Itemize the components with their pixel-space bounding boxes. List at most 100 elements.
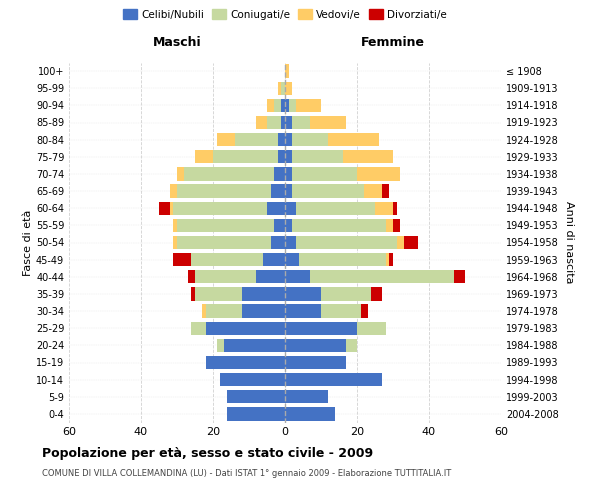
Bar <box>357 322 386 335</box>
Bar <box>206 356 285 369</box>
Bar <box>321 287 371 300</box>
Bar <box>206 304 242 318</box>
Bar <box>191 253 263 266</box>
Bar <box>191 287 195 300</box>
Bar <box>285 202 296 215</box>
Bar <box>195 287 242 300</box>
Bar <box>285 304 321 318</box>
Bar <box>382 184 389 198</box>
Text: COMUNE DI VILLA COLLEMANDINA (LU) - Dati ISTAT 1° gennaio 2009 - Elaborazione TU: COMUNE DI VILLA COLLEMANDINA (LU) - Dati… <box>42 469 451 478</box>
Bar <box>285 356 346 369</box>
Bar <box>289 98 296 112</box>
Bar <box>299 253 386 266</box>
Bar <box>285 407 335 420</box>
Bar <box>235 133 278 146</box>
Bar <box>386 253 389 266</box>
Bar <box>195 270 256 283</box>
Bar <box>285 133 292 146</box>
Bar <box>263 253 285 266</box>
Bar <box>285 373 382 386</box>
Bar <box>242 287 285 300</box>
Bar <box>227 407 285 420</box>
Bar <box>177 184 271 198</box>
Bar <box>393 218 400 232</box>
Bar <box>285 270 310 283</box>
Bar <box>285 184 292 198</box>
Bar <box>389 253 393 266</box>
Bar <box>159 202 170 215</box>
Bar <box>285 322 357 335</box>
Y-axis label: Fasce di età: Fasce di età <box>23 210 33 276</box>
Bar <box>454 270 465 283</box>
Bar <box>195 150 213 164</box>
Bar <box>227 390 285 404</box>
Bar <box>346 338 357 352</box>
Bar <box>296 98 321 112</box>
Bar <box>177 167 184 180</box>
Bar <box>256 116 267 129</box>
Bar <box>170 202 173 215</box>
Bar <box>278 82 281 95</box>
Bar <box>224 338 285 352</box>
Bar <box>242 304 285 318</box>
Bar <box>274 98 281 112</box>
Bar <box>191 322 206 335</box>
Text: Maschi: Maschi <box>152 36 202 49</box>
Bar <box>371 287 382 300</box>
Bar <box>292 133 328 146</box>
Bar <box>267 202 285 215</box>
Bar <box>184 167 274 180</box>
Bar <box>321 304 361 318</box>
Bar <box>310 116 346 129</box>
Bar <box>173 236 177 249</box>
Bar <box>397 236 404 249</box>
Bar <box>285 150 292 164</box>
Bar <box>285 64 289 78</box>
Bar <box>364 184 382 198</box>
Bar <box>285 390 328 404</box>
Bar <box>271 236 285 249</box>
Bar <box>285 218 292 232</box>
Bar <box>177 218 274 232</box>
Bar <box>357 167 400 180</box>
Bar <box>285 82 292 95</box>
Bar <box>393 202 397 215</box>
Bar <box>267 98 274 112</box>
Bar <box>310 270 454 283</box>
Bar <box>177 236 271 249</box>
Bar <box>271 184 285 198</box>
Bar <box>296 236 397 249</box>
Bar <box>278 150 285 164</box>
Bar <box>292 167 357 180</box>
Bar <box>173 253 191 266</box>
Bar <box>375 202 393 215</box>
Bar <box>188 270 195 283</box>
Bar <box>404 236 418 249</box>
Bar <box>274 167 285 180</box>
Bar <box>343 150 393 164</box>
Bar <box>285 287 321 300</box>
Bar <box>281 116 285 129</box>
Bar <box>296 202 375 215</box>
Bar <box>173 202 267 215</box>
Bar <box>206 322 285 335</box>
Bar <box>217 133 235 146</box>
Legend: Celibi/Nubili, Coniugati/e, Vedovi/e, Divorziati/e: Celibi/Nubili, Coniugati/e, Vedovi/e, Di… <box>119 5 451 24</box>
Bar <box>278 133 285 146</box>
Bar <box>361 304 368 318</box>
Bar <box>285 116 292 129</box>
Bar <box>292 218 386 232</box>
Bar <box>213 150 278 164</box>
Bar <box>386 218 393 232</box>
Bar <box>292 116 310 129</box>
Bar <box>292 150 343 164</box>
Bar <box>281 82 285 95</box>
Bar <box>285 338 346 352</box>
Bar <box>281 98 285 112</box>
Bar <box>285 236 296 249</box>
Bar <box>285 98 289 112</box>
Bar <box>274 218 285 232</box>
Text: Popolazione per età, sesso e stato civile - 2009: Popolazione per età, sesso e stato civil… <box>42 448 373 460</box>
Y-axis label: Anni di nascita: Anni di nascita <box>564 201 574 284</box>
Bar <box>202 304 206 318</box>
